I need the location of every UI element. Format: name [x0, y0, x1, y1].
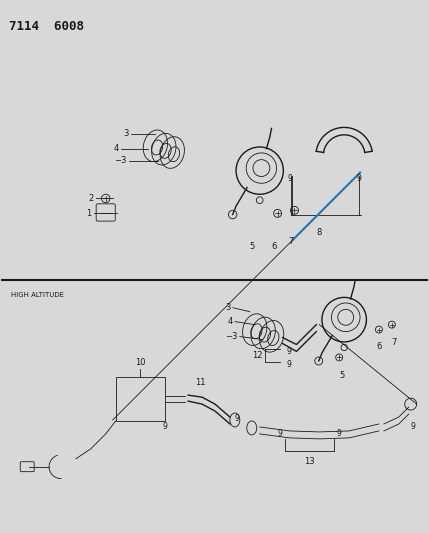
- Text: 5: 5: [339, 372, 345, 381]
- Text: −3: −3: [114, 156, 127, 165]
- Text: 11: 11: [195, 378, 205, 387]
- Text: 9: 9: [336, 430, 341, 439]
- Text: 9: 9: [287, 347, 291, 356]
- Text: 3: 3: [226, 303, 231, 312]
- Text: 13: 13: [304, 457, 315, 466]
- Text: 9: 9: [278, 430, 283, 439]
- Text: 9: 9: [411, 423, 416, 431]
- Text: 2: 2: [88, 194, 94, 203]
- Text: 1: 1: [87, 209, 92, 218]
- Text: 10: 10: [135, 358, 146, 367]
- Text: −3: −3: [226, 332, 238, 341]
- Text: HIGH ALTITUDE: HIGH ALTITUDE: [11, 292, 64, 298]
- Text: 8: 8: [317, 228, 322, 237]
- Text: 4: 4: [228, 317, 233, 326]
- Text: 6: 6: [376, 342, 382, 351]
- Text: 5: 5: [249, 242, 254, 251]
- Text: 7114  6008: 7114 6008: [9, 20, 85, 33]
- Text: 4: 4: [113, 144, 119, 154]
- Text: 3: 3: [123, 130, 129, 139]
- Text: 9: 9: [162, 423, 167, 431]
- Text: 9: 9: [287, 174, 293, 183]
- Text: 7: 7: [288, 237, 293, 246]
- Text: 12: 12: [252, 351, 263, 360]
- Text: 9: 9: [356, 174, 361, 183]
- Text: 9: 9: [287, 360, 291, 369]
- Text: 7: 7: [391, 337, 396, 346]
- Text: 9: 9: [234, 414, 239, 423]
- Text: 6: 6: [271, 242, 276, 251]
